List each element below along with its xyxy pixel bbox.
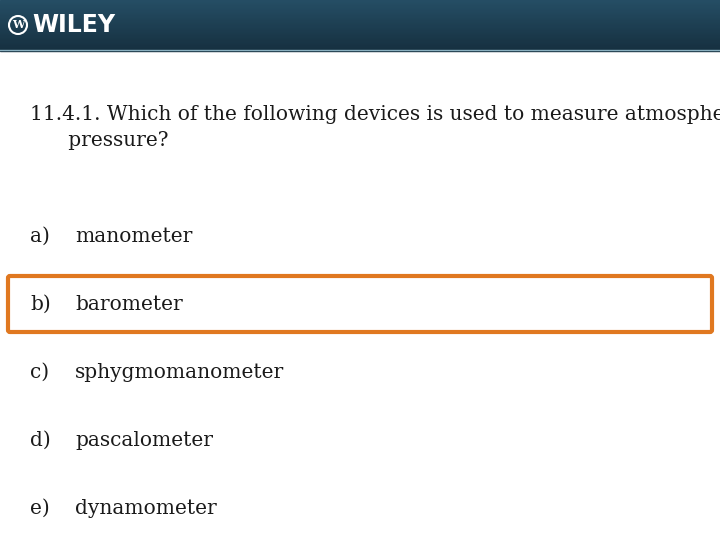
Bar — [0, 26, 720, 28]
Bar — [0, 4, 720, 5]
Bar — [0, 45, 720, 47]
Bar — [0, 9, 720, 10]
Bar — [0, 36, 720, 38]
FancyBboxPatch shape — [8, 276, 712, 332]
Text: b): b) — [30, 294, 50, 314]
Text: dynamometer: dynamometer — [75, 498, 217, 517]
Bar — [0, 49, 720, 51]
Bar — [0, 21, 720, 23]
Text: sphygmomanometer: sphygmomanometer — [75, 362, 284, 381]
Bar — [0, 17, 720, 19]
Bar — [0, 1, 720, 3]
Bar — [0, 30, 720, 32]
Bar — [0, 14, 720, 16]
Text: barometer: barometer — [75, 294, 183, 314]
Bar — [0, 31, 720, 33]
Bar — [0, 25, 720, 27]
Bar — [0, 28, 720, 29]
Bar — [0, 3, 720, 4]
Bar — [0, 19, 720, 21]
Bar — [0, 0, 720, 2]
Bar — [0, 39, 720, 40]
Bar — [0, 40, 720, 42]
Bar — [0, 32, 720, 34]
Bar — [0, 12, 720, 14]
Text: pressure?: pressure? — [30, 131, 168, 150]
Bar — [0, 16, 720, 18]
Bar — [0, 10, 720, 12]
Bar — [0, 6, 720, 8]
Text: W: W — [12, 19, 24, 30]
Bar — [0, 35, 720, 37]
Bar — [0, 37, 720, 39]
Text: a): a) — [30, 226, 50, 246]
Bar — [0, 44, 720, 45]
Bar — [0, 5, 720, 6]
Bar — [0, 48, 720, 49]
Bar — [0, 43, 720, 44]
Bar — [0, 23, 720, 24]
Text: pascalometer: pascalometer — [75, 430, 213, 449]
Bar — [0, 46, 720, 48]
Text: c): c) — [30, 362, 49, 381]
Bar — [0, 20, 720, 22]
Bar — [0, 33, 720, 36]
Text: WILEY: WILEY — [32, 13, 115, 37]
Text: d): d) — [30, 430, 50, 449]
Bar — [0, 15, 720, 17]
Bar — [0, 41, 720, 43]
Bar — [0, 11, 720, 13]
Text: manometer: manometer — [75, 226, 192, 246]
Bar — [0, 8, 720, 9]
Bar — [0, 29, 720, 30]
Text: 11.4.1. Which of the following devices is used to measure atmospheric: 11.4.1. Which of the following devices i… — [30, 105, 720, 124]
Bar — [0, 24, 720, 25]
Text: e): e) — [30, 498, 50, 517]
